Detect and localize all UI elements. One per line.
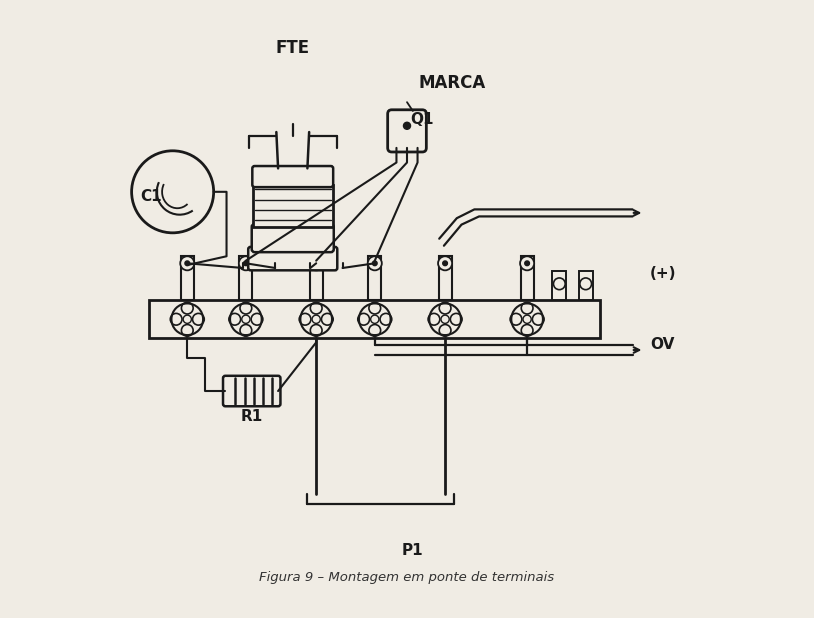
Circle shape xyxy=(132,151,213,233)
Circle shape xyxy=(370,315,379,323)
Text: (+): (+) xyxy=(650,266,676,281)
Circle shape xyxy=(322,313,333,325)
Circle shape xyxy=(369,324,381,336)
Text: C1: C1 xyxy=(140,188,162,203)
Bar xyxy=(253,185,333,227)
Circle shape xyxy=(309,256,323,270)
Circle shape xyxy=(193,313,204,325)
Circle shape xyxy=(520,256,534,270)
Circle shape xyxy=(428,313,440,325)
Circle shape xyxy=(525,261,529,266)
Circle shape xyxy=(170,313,182,325)
Text: P1: P1 xyxy=(402,543,423,559)
FancyBboxPatch shape xyxy=(252,166,333,187)
Circle shape xyxy=(441,315,449,323)
Circle shape xyxy=(440,324,451,336)
Circle shape xyxy=(373,261,377,266)
Circle shape xyxy=(182,324,193,336)
FancyBboxPatch shape xyxy=(223,376,281,406)
Text: MARCA: MARCA xyxy=(418,74,486,92)
Text: OV: OV xyxy=(650,337,675,352)
Circle shape xyxy=(183,315,191,323)
Circle shape xyxy=(404,122,410,129)
FancyBboxPatch shape xyxy=(387,110,427,152)
Text: Q1: Q1 xyxy=(410,112,433,127)
Circle shape xyxy=(312,315,320,323)
Circle shape xyxy=(182,302,193,314)
Bar xyxy=(439,256,452,300)
Circle shape xyxy=(314,261,318,266)
Circle shape xyxy=(243,261,248,266)
Circle shape xyxy=(369,302,381,314)
Circle shape xyxy=(229,313,241,325)
Text: FTE: FTE xyxy=(276,39,310,57)
Bar xyxy=(521,256,533,300)
FancyBboxPatch shape xyxy=(248,247,337,270)
Circle shape xyxy=(580,278,592,290)
Circle shape xyxy=(240,324,252,336)
Circle shape xyxy=(239,256,253,270)
Circle shape xyxy=(185,261,190,266)
Bar xyxy=(553,271,567,300)
Text: Figura 9 – Montagem em ponte de terminais: Figura 9 – Montagem em ponte de terminai… xyxy=(260,572,554,585)
Circle shape xyxy=(532,313,544,325)
Bar xyxy=(310,256,322,300)
Circle shape xyxy=(240,302,252,314)
Circle shape xyxy=(380,313,392,325)
Circle shape xyxy=(438,256,452,270)
Circle shape xyxy=(368,256,382,270)
Bar xyxy=(239,256,252,300)
Circle shape xyxy=(242,315,250,323)
Circle shape xyxy=(440,302,451,314)
Text: R1: R1 xyxy=(241,408,263,423)
Circle shape xyxy=(358,313,370,325)
Circle shape xyxy=(252,313,263,325)
Circle shape xyxy=(521,324,533,336)
Bar xyxy=(149,300,601,338)
Bar xyxy=(368,256,381,300)
Circle shape xyxy=(450,313,462,325)
Circle shape xyxy=(521,302,533,314)
Circle shape xyxy=(523,315,532,323)
Circle shape xyxy=(310,302,322,314)
Circle shape xyxy=(554,278,565,290)
Circle shape xyxy=(300,313,311,325)
Bar xyxy=(579,271,593,300)
Circle shape xyxy=(510,313,522,325)
FancyBboxPatch shape xyxy=(252,224,334,252)
Circle shape xyxy=(310,324,322,336)
Circle shape xyxy=(443,261,448,266)
Bar xyxy=(181,256,194,300)
Circle shape xyxy=(180,256,195,270)
